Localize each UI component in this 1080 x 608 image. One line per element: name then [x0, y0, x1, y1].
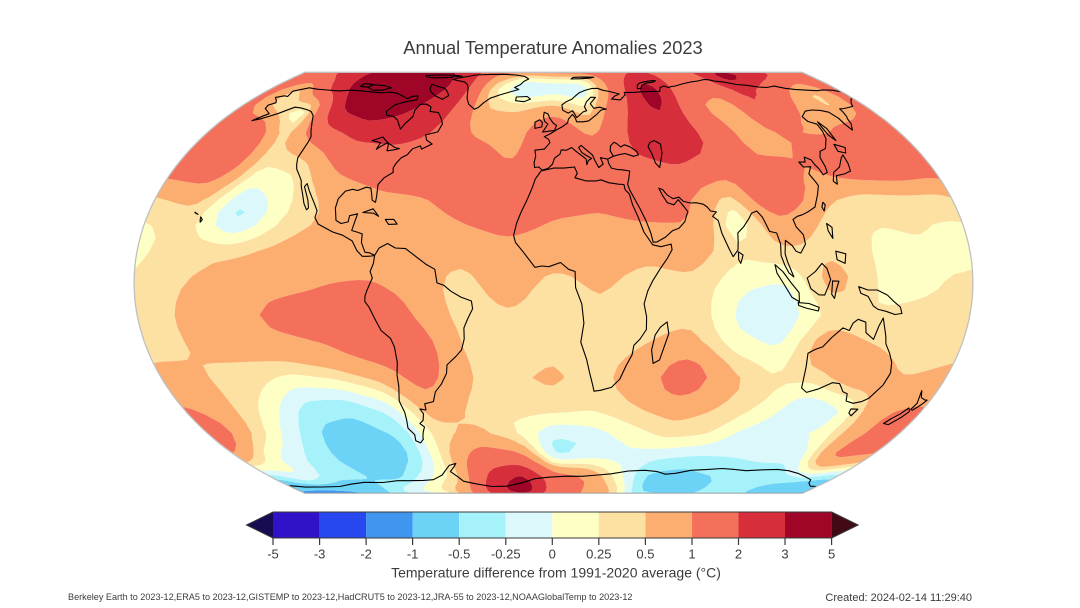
svg-text:Created: 2024-02-14 11:29:40: Created: 2024-02-14 11:29:40 — [825, 592, 972, 604]
svg-text:0.5: 0.5 — [636, 547, 654, 562]
svg-text:Temperature difference from 19: Temperature difference from 1991-2020 av… — [391, 565, 721, 581]
svg-text:Berkeley Earth to 2023-12,ERA5: Berkeley Earth to 2023-12,ERA5 to 2023-1… — [68, 592, 632, 602]
svg-text:5: 5 — [828, 547, 835, 562]
svg-text:0.25: 0.25 — [586, 547, 611, 562]
svg-text:0: 0 — [549, 547, 556, 562]
svg-text:-3: -3 — [314, 547, 326, 562]
svg-text:3: 3 — [781, 547, 788, 562]
svg-text:Annual Temperature Anomalies 2: Annual Temperature Anomalies 2023 — [403, 37, 702, 58]
svg-text:2: 2 — [735, 547, 742, 562]
svg-text:-1: -1 — [407, 547, 419, 562]
svg-text:-0.5: -0.5 — [448, 547, 470, 562]
svg-text:-0.25: -0.25 — [491, 547, 521, 562]
svg-text:1: 1 — [688, 547, 695, 562]
svg-text:-5: -5 — [267, 547, 279, 562]
svg-text:-2: -2 — [360, 547, 372, 562]
